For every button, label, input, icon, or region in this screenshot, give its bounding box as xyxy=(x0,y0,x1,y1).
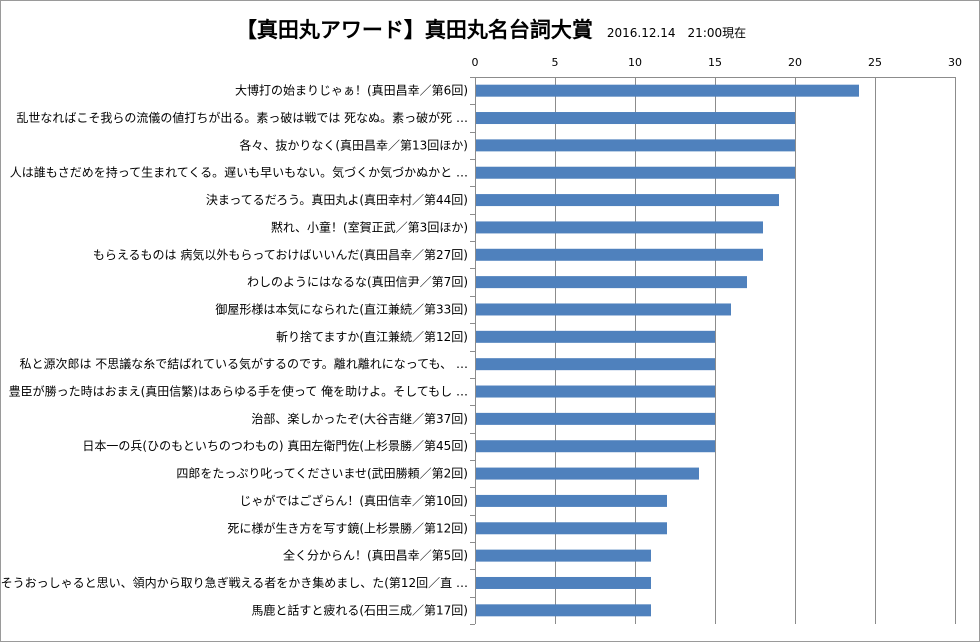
x-tick-label: 5 xyxy=(552,56,559,69)
category-label: 私と源次郎は 不思議な糸で結ばれている気がするのです。離れ離れになっても、 … xyxy=(19,356,468,371)
category-label: 決まってるだろう。真田丸よ(真田幸村／第44回) xyxy=(206,193,468,207)
category-label: もらえるものは 病気以外もらっておけばいいんだ(真田昌幸／第27回) xyxy=(93,247,468,262)
category-label: 大博打の始まりじゃぁ！(真田昌幸／第6回) xyxy=(235,83,468,98)
bar xyxy=(476,276,747,289)
chart-header: 【真田丸アワード】真田丸名台詞大賞 2016.12.14 21:00現在 xyxy=(1,14,980,44)
bar xyxy=(476,549,651,562)
bar xyxy=(476,303,731,316)
chart-title: 【真田丸アワード】真田丸名台詞大賞 xyxy=(235,18,593,42)
bar xyxy=(476,440,715,453)
bar xyxy=(476,494,667,507)
x-tick-label: 15 xyxy=(708,56,722,69)
bar xyxy=(476,166,795,179)
bar xyxy=(476,139,795,152)
category-label: 日本一の兵(ひのもといちのつわもの) 真田左衛門佐(上杉景勝／第45回) xyxy=(82,438,468,453)
category-label: 人は誰もさだめを持って生まれてくる。遅いも早いもない。気づくか気づかぬかと … xyxy=(10,165,468,180)
bar xyxy=(476,84,859,97)
category-label: 乱世なればこそ我らの流儀の値打ちが出る。素っ破は戦では 死なぬ。素っ破が死 … xyxy=(16,110,468,125)
x-tick-label: 10 xyxy=(628,56,642,69)
bar xyxy=(476,194,779,207)
x-tick-label: 0 xyxy=(472,56,479,69)
bar xyxy=(476,248,763,261)
x-tick-label: 25 xyxy=(868,56,882,69)
bar xyxy=(476,412,715,425)
category-label: 全く分からん！(真田昌幸／第5回) xyxy=(283,548,468,563)
category-label: 各々、抜かりなく(真田昌幸／第13回ほか) xyxy=(239,137,468,152)
x-tick-label: 20 xyxy=(788,56,802,69)
bar xyxy=(476,467,699,480)
bar xyxy=(476,385,715,398)
category-label: 斬り捨てますか(直江兼続／第12回) xyxy=(276,329,468,344)
category-label: 豊臣が勝った時はおまえ(真田信繁)はあらゆる手を使って 俺を助けよ。そしてもし … xyxy=(9,384,468,399)
category-label: そうおっしゃると思い、領内から取り急ぎ戦える者をかき集めまし、た(第12回／直 … xyxy=(1,575,468,590)
bar xyxy=(476,221,763,234)
category-label: 馬鹿と話すと疲れる(石田三成／第17回) xyxy=(251,602,468,617)
bar xyxy=(476,330,715,343)
category-label: わしのようにはなるな(真田信尹／第7回) xyxy=(247,275,468,289)
bar xyxy=(476,604,651,617)
category-label: 四郎をたっぷり叱ってくださいませ(武田勝頼／第2回) xyxy=(176,466,468,481)
chart-subtitle: 2016.12.14 21:00現在 xyxy=(606,26,747,40)
category-label: じゃがではござらん！(真田信幸／第10回) xyxy=(239,493,468,508)
category-label: 黙れ、小童！(室賀正武／第3回ほか) xyxy=(271,219,468,234)
bar xyxy=(476,358,715,371)
bar xyxy=(476,112,795,125)
x-tick-label: 30 xyxy=(948,56,962,69)
bar xyxy=(476,522,667,535)
category-label: 治部、楽しかったぞ(大谷吉継／第37回) xyxy=(251,411,468,426)
bar xyxy=(476,576,651,589)
category-label: 御屋形様は本気になられた(直江兼続／第33回) xyxy=(215,301,468,316)
category-label: 死に様が生き方を写す鏡(上杉景勝／第12回) xyxy=(227,520,468,535)
